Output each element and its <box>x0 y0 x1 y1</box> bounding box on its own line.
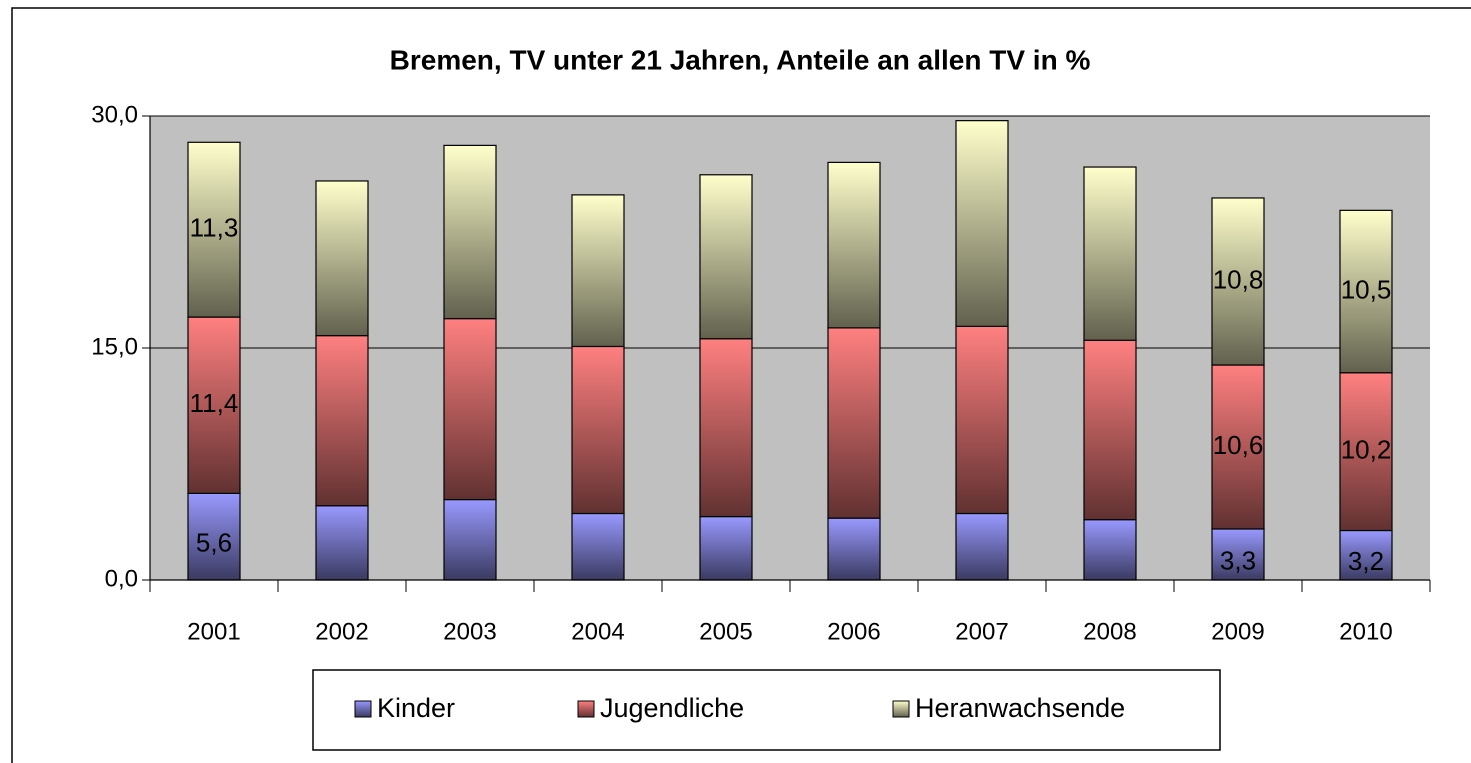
x-tick-label: 2007 <box>955 618 1008 645</box>
data-label: 11,3 <box>190 213 239 243</box>
data-label: 5,6 <box>196 528 232 558</box>
bar-segment <box>187 316 241 494</box>
bar-segment <box>827 517 881 581</box>
legend-label: Jugendliche <box>600 693 744 723</box>
data-label: 11,4 <box>190 388 239 418</box>
bar-segment <box>827 161 881 329</box>
bar-segment <box>1211 197 1265 366</box>
x-tick-label: 2003 <box>443 618 496 645</box>
x-tick-label: 2002 <box>315 618 368 645</box>
bar-segment <box>315 180 369 337</box>
bar-segment <box>443 144 497 320</box>
bar-segment <box>187 492 241 581</box>
legend-label: Heranwachsende <box>915 693 1125 723</box>
x-tick-label: 2009 <box>1211 618 1264 645</box>
legend-swatch <box>892 700 910 718</box>
bar-segment <box>1083 166 1137 341</box>
y-tick-label: 15,0 <box>91 333 138 360</box>
bar-segment <box>1211 364 1265 530</box>
bar-segment <box>571 194 625 348</box>
legend-swatch <box>354 700 372 718</box>
bar-segment <box>1083 519 1137 581</box>
bar-segment <box>699 515 753 581</box>
data-label: 10,2 <box>1341 435 1392 465</box>
data-label: 10,6 <box>1213 430 1264 460</box>
bar-segment <box>443 318 497 501</box>
bar-segment <box>699 338 753 518</box>
bar-segment <box>315 505 369 581</box>
bar-segment <box>443 498 497 581</box>
x-tick-label: 2001 <box>187 618 240 645</box>
bar-segment <box>571 512 625 581</box>
bar-segment <box>955 120 1009 327</box>
bar-segment <box>955 325 1009 515</box>
y-tick-label: 30,0 <box>91 101 138 128</box>
x-tick-label: 2010 <box>1339 618 1392 645</box>
legend <box>312 669 1221 751</box>
bar-segment <box>187 141 241 318</box>
x-tick-label: 2005 <box>699 618 752 645</box>
data-label: 3,2 <box>1348 546 1384 576</box>
bar-segment <box>699 174 753 340</box>
bar-segment <box>1339 372 1393 532</box>
bar-segment <box>1211 528 1265 581</box>
x-tick-label: 2008 <box>1083 618 1136 645</box>
bar-segment <box>315 335 369 507</box>
bar-segment <box>955 512 1009 581</box>
bar-segment <box>571 345 625 515</box>
legend-label: Kinder <box>377 693 455 723</box>
bar-segment <box>827 327 881 519</box>
x-tick-label: 2006 <box>827 618 880 645</box>
x-tick-label: 2004 <box>571 618 624 645</box>
data-label: 10,8 <box>1213 264 1264 294</box>
data-label: 3,3 <box>1220 545 1256 575</box>
legend-swatch <box>577 700 595 718</box>
y-tick-label: 0,0 <box>105 565 138 592</box>
data-label: 10,5 <box>1341 274 1392 304</box>
bar-segment <box>1339 209 1393 374</box>
chart-title: Bremen, TV unter 21 Jahren, Anteile an a… <box>390 44 1091 75</box>
bar-segment <box>1083 339 1137 521</box>
